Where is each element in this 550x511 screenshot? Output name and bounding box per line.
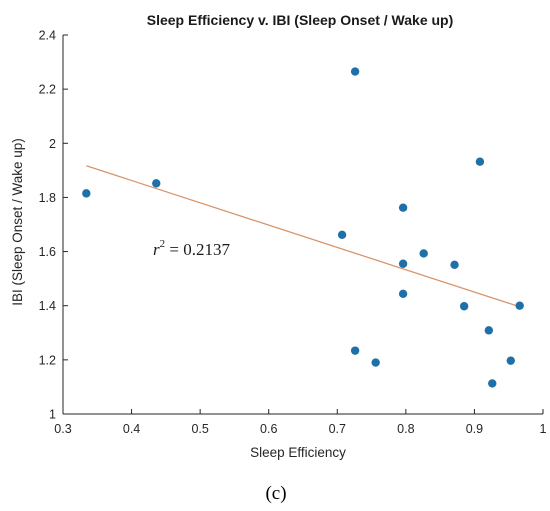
data-point xyxy=(506,356,515,365)
y-tick-label: 1.2 xyxy=(39,353,56,367)
x-tick-label: 0.7 xyxy=(329,422,346,436)
data-point xyxy=(371,358,380,367)
r-squared-sup: 2 xyxy=(160,238,166,250)
y-tick-label: 2 xyxy=(49,137,56,151)
data-point xyxy=(419,249,428,258)
y-tick-label: 1 xyxy=(49,408,56,422)
data-point xyxy=(82,189,91,198)
y-tick-label: 2.2 xyxy=(39,83,56,97)
data-point xyxy=(350,346,360,355)
data-point xyxy=(450,260,459,270)
x-tick-label: 0.8 xyxy=(397,422,414,436)
data-point xyxy=(475,157,485,166)
x-axis-label: Sleep Efficiency xyxy=(250,445,346,460)
data-point xyxy=(515,301,524,310)
y-tick-label: 1.4 xyxy=(39,299,56,313)
data-point xyxy=(484,326,494,335)
data-point xyxy=(337,230,347,239)
x-tick-label: 0.4 xyxy=(123,422,140,436)
x-tick-label: 0.5 xyxy=(191,422,208,436)
scatter-points xyxy=(82,67,524,388)
r-squared-annotation: r2 = 0.2137 xyxy=(153,238,230,259)
r-squared-value: = 0.2137 xyxy=(165,240,230,259)
data-point xyxy=(398,203,408,212)
axes: 0.3 0.4 0.5 0.6 0.7 0.8 0.9 1 1 1.2 1.4 1.6 1.8 2 2.2 2… xyxy=(39,29,547,437)
data-point xyxy=(398,289,408,299)
y-axis-label: IBI (Sleep Onset / Wake up) xyxy=(10,138,25,306)
data-point xyxy=(350,67,360,76)
data-point xyxy=(398,259,408,268)
x-tick-label: 0.6 xyxy=(260,422,277,436)
x-tick-label: 1 xyxy=(540,422,547,436)
y-tick-label: 2.4 xyxy=(39,29,56,43)
x-tick-label: 0.3 xyxy=(54,422,71,436)
trendline-layer xyxy=(86,165,520,308)
x-tick-label: 0.9 xyxy=(466,422,483,436)
data-point xyxy=(152,179,161,188)
data-point xyxy=(459,302,469,311)
y-tick-label: 1.8 xyxy=(39,191,56,205)
data-point xyxy=(488,379,497,388)
y-tick-label: 1.6 xyxy=(39,245,56,259)
figure-caption: (c) xyxy=(265,483,286,504)
r-squared-base: r xyxy=(153,240,160,259)
chart-title: Sleep Efficiency v. IBI (Sleep Onset / W… xyxy=(147,12,454,28)
trendline xyxy=(86,165,520,308)
